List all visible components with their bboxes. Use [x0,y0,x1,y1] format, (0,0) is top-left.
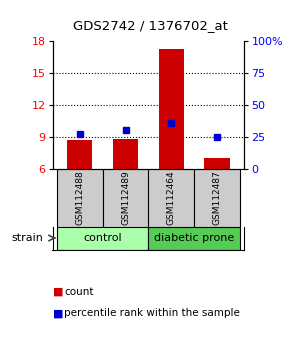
Text: GSM112464: GSM112464 [167,170,176,225]
Bar [194,169,240,227]
Bar [205,158,230,169]
Text: GSM112488: GSM112488 [75,170,84,225]
Bar [113,139,138,169]
Bar [159,49,184,169]
Text: GSM112487: GSM112487 [213,170,222,225]
Bar [148,227,240,250]
Bar [103,169,148,227]
Text: GDS2742 / 1376702_at: GDS2742 / 1376702_at [73,19,227,32]
Text: ■: ■ [52,287,63,297]
Bar [57,227,148,250]
Text: control: control [83,233,122,243]
Text: strain: strain [12,233,43,243]
Text: count: count [64,287,94,297]
Text: percentile rank within the sample: percentile rank within the sample [64,308,240,318]
Text: GSM112489: GSM112489 [121,170,130,225]
Text: ■: ■ [52,308,63,318]
Bar [148,169,194,227]
Text: diabetic prone: diabetic prone [154,233,234,243]
Bar [57,169,103,227]
Bar [68,140,92,169]
